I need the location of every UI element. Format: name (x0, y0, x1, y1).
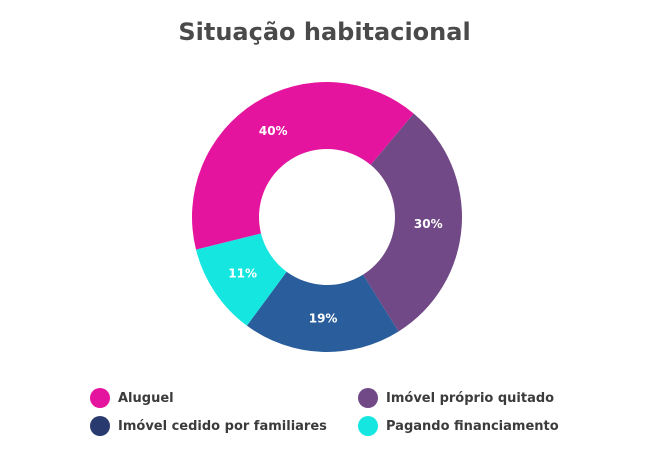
slice-data-label-3: 11% (228, 266, 257, 280)
donut-slice-0 (192, 81, 414, 250)
donut-slice-2 (246, 271, 399, 352)
chart-title: Situação habitacional (178, 18, 471, 46)
donut-slice-3 (196, 233, 287, 326)
donut-slice-1 (363, 113, 462, 332)
slice-data-label-1: 30% (414, 217, 443, 231)
slice-data-label-2: 19% (309, 311, 338, 325)
slice-data-label-0: 40% (259, 124, 288, 138)
